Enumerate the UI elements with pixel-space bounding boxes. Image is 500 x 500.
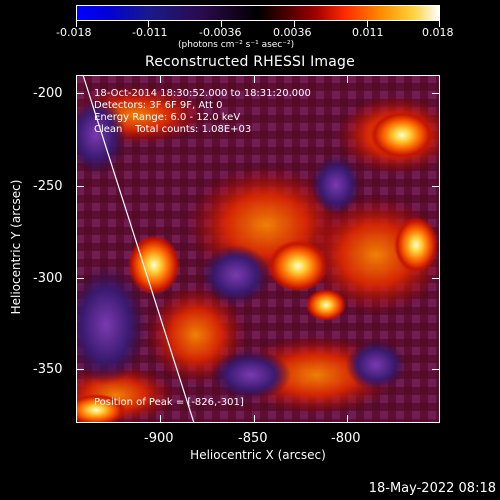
x-tick [347, 75, 348, 83]
y-tick [76, 93, 84, 94]
y-tick [432, 93, 440, 94]
colorbar-tick [221, 21, 222, 27]
y-axis-title: Heliocentric Y (arcsec) [9, 179, 23, 315]
y-tick [432, 186, 440, 187]
colorbar-tick-label: 0.018 [422, 26, 454, 39]
colorbar-tick [294, 21, 295, 27]
x-tick [254, 415, 255, 423]
y-tick [432, 278, 440, 279]
y-tick-label: -300 [33, 271, 63, 286]
rhessi-image [76, 75, 440, 423]
x-axis-title: Heliocentric X (arcsec) [190, 448, 326, 462]
x-tick [160, 415, 161, 423]
x-tick-label: -850 [238, 431, 268, 446]
y-tick [432, 369, 440, 370]
y-tick-label: -350 [33, 362, 63, 377]
colorbar-tick-label: 0.0036 [273, 26, 312, 39]
footer-timestamp: 18-May-2022 08:18 [368, 481, 496, 496]
x-tick [160, 75, 161, 83]
info-line: Detectors: 3F 6F 9F, Att 0 [94, 100, 223, 111]
plot-title: Reconstructed RHESSI Image [145, 54, 355, 70]
y-tick [76, 278, 84, 279]
colorbar-tick-label: 0.011 [352, 26, 384, 39]
x-tick [347, 415, 348, 423]
y-tick [76, 369, 84, 370]
colorbar-tick [148, 21, 149, 27]
y-tick-label: -250 [33, 179, 63, 194]
rhessi-image-graphic [76, 75, 440, 423]
colorbar-tick-label: -0.011 [132, 26, 168, 39]
colorbar-tick [367, 21, 368, 27]
y-tick [76, 186, 84, 187]
colorbar-tick [439, 21, 440, 27]
colorbar-tick [76, 21, 77, 27]
info-line: 18-Oct-2014 18:30:52.000 to 18:31:20.000 [94, 88, 311, 99]
x-tick-label: -800 [331, 431, 361, 446]
colorbar-unit-label: (photons cm⁻² s⁻¹ asec⁻²) [178, 40, 295, 50]
x-tick [254, 75, 255, 83]
colorbar-tick-label: -0.018 [56, 26, 92, 39]
peak-position-label: Position of Peak = [-826,-301] [94, 397, 244, 408]
colorbar-tick-label: -0.0036 [199, 26, 242, 39]
colorbar [76, 5, 440, 21]
info-line: Energy Range: 6.0 - 12.0 keV [94, 112, 241, 123]
info-line: Clean Total counts: 1.08E+03 [94, 124, 252, 135]
x-tick-label: -900 [144, 431, 174, 446]
observation-info: 18-Oct-2014 18:30:52.000 to 18:31:20.000… [94, 88, 311, 136]
y-tick-label: -200 [33, 86, 63, 101]
